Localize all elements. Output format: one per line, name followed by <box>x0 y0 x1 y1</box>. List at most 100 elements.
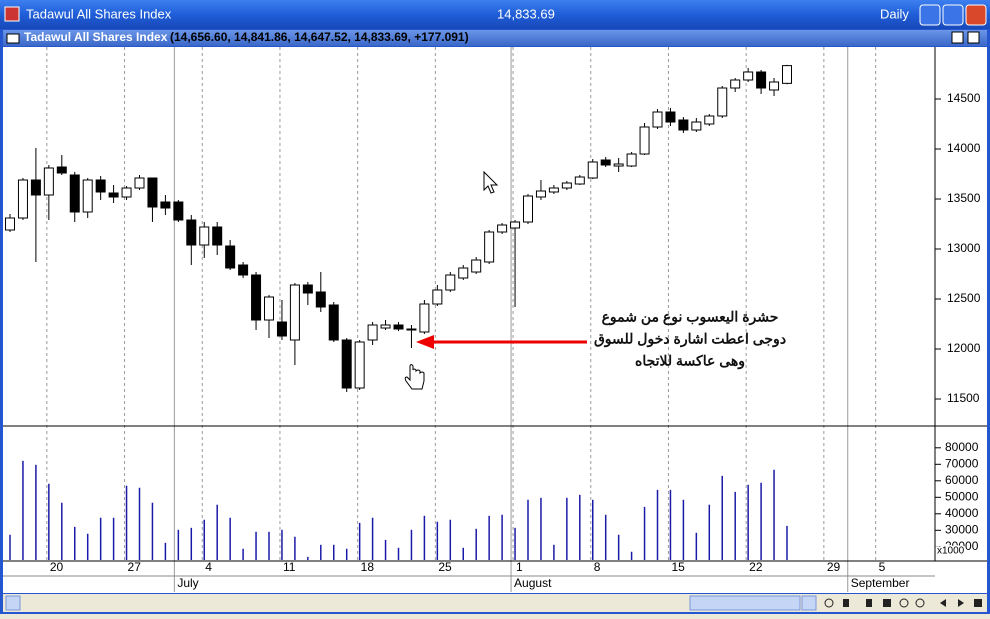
y-tick-label: 20000 <box>945 539 979 553</box>
candle-body <box>328 304 339 341</box>
x-tick-label: 8 <box>594 560 601 574</box>
candle-body <box>160 201 171 209</box>
scroll-right[interactable] <box>801 595 817 611</box>
x-tick-label: 4 <box>205 560 212 574</box>
scroll-left[interactable] <box>5 595 21 611</box>
zoom-in[interactable] <box>915 598 925 608</box>
maximize-button[interactable] <box>942 4 964 26</box>
y-tick-label: 14000 <box>947 141 981 155</box>
candle-body <box>5 217 15 231</box>
candle-body <box>626 153 637 167</box>
refresh-icon[interactable] <box>824 598 834 608</box>
candle-body <box>251 274 262 321</box>
candle-body <box>43 167 54 196</box>
y-tick-label: 40000 <box>945 506 979 520</box>
x-tick-label: 25 <box>438 560 452 574</box>
candle-body <box>354 341 365 389</box>
minimize-button[interactable] <box>919 4 941 26</box>
prev[interactable] <box>940 599 946 607</box>
candle-body <box>147 177 158 208</box>
y-tick-label: 80000 <box>945 440 979 454</box>
candle-body <box>782 65 792 84</box>
candle-body <box>458 267 469 279</box>
annotation-line: وهى عاكسة للاتجاه <box>635 353 745 370</box>
sub-icon <box>6 33 20 44</box>
candle-body <box>264 296 274 321</box>
zoom-out[interactable] <box>899 598 909 608</box>
header-name: Tadawul All Shares Index <box>24 30 168 44</box>
candle-body <box>561 182 572 189</box>
restore-button[interactable] <box>951 31 964 44</box>
month-label: August <box>514 576 552 590</box>
candle-body <box>704 115 715 125</box>
header-quote: (14,656.60, 14,841.86, 14,647.52, 14,833… <box>170 30 469 44</box>
y-tick-label: 14500 <box>947 91 981 105</box>
candle-body <box>121 187 132 198</box>
x-tick-label: 29 <box>827 560 841 574</box>
candle-body <box>613 163 624 167</box>
candle-body <box>652 111 663 128</box>
last-price: 14,833.69 <box>497 6 555 21</box>
candle-body <box>212 226 223 246</box>
annotation-line: حشرة اليعسوب نوع من شموع <box>602 309 779 326</box>
candle-body <box>56 166 67 174</box>
candle-body <box>393 324 404 330</box>
candle-body <box>471 259 482 273</box>
scrollbar <box>3 594 987 612</box>
candle-body <box>523 195 533 223</box>
candle-body <box>134 177 145 189</box>
candle-body <box>574 176 585 185</box>
month-label: July <box>177 576 198 590</box>
window-title: Tadawul All Shares Index <box>26 6 172 21</box>
candle-body <box>497 224 508 233</box>
candle-body <box>535 190 546 198</box>
icon[interactable] <box>843 599 849 607</box>
month-label: September <box>851 576 910 590</box>
y-tick-label: 70000 <box>945 456 979 470</box>
y-tick-label: 12000 <box>947 341 981 355</box>
candle-body <box>173 201 184 221</box>
x-tick-label: 20 <box>50 560 64 574</box>
candle-body <box>108 192 119 198</box>
annotation-line: دوجى اعطت اشارة دخول للسوق <box>594 331 786 348</box>
candle-body <box>717 87 728 117</box>
scroll-thumb[interactable] <box>689 595 801 611</box>
period: Daily <box>880 6 909 21</box>
mouse-pointer <box>483 170 499 194</box>
end[interactable] <box>974 599 982 607</box>
x-tick-label: 27 <box>128 560 142 574</box>
candle-body <box>510 221 521 229</box>
y-tick-label: 13000 <box>947 241 981 255</box>
title-bar <box>0 0 990 29</box>
candle-body <box>445 274 456 291</box>
x-tick-label: 1 <box>516 560 523 574</box>
sub-bar <box>3 30 987 46</box>
candle-body <box>678 119 689 131</box>
candle-body <box>587 161 598 179</box>
candle-body <box>17 179 28 219</box>
y-tick-label: 12500 <box>947 291 981 305</box>
candle-body <box>548 187 559 193</box>
candle-body <box>186 219 197 246</box>
icon[interactable] <box>866 599 872 607</box>
icon[interactable] <box>883 599 891 607</box>
candle-body <box>380 324 391 329</box>
candle-body <box>756 71 767 89</box>
candle-body <box>665 111 676 123</box>
arrow-head <box>416 335 434 349</box>
candle-body <box>199 226 210 246</box>
close-chart-button[interactable] <box>967 31 980 44</box>
x-tick-label: 18 <box>361 560 375 574</box>
toolbar-icons <box>824 598 982 608</box>
close-button[interactable] <box>965 4 987 26</box>
x-tick-label: 22 <box>749 560 763 574</box>
y-tick-label: 13500 <box>947 191 981 205</box>
y-tick-label: 60000 <box>945 473 979 487</box>
candle-body <box>743 71 754 81</box>
next[interactable] <box>958 599 964 607</box>
hand-cursor <box>404 364 425 390</box>
candle-body <box>302 284 313 294</box>
candle-body <box>276 321 287 337</box>
